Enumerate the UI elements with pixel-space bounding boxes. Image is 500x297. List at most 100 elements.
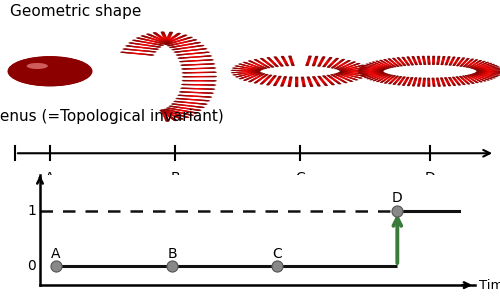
Ellipse shape	[254, 63, 258, 64]
Ellipse shape	[402, 64, 406, 65]
Ellipse shape	[346, 65, 349, 66]
Ellipse shape	[454, 80, 457, 81]
Ellipse shape	[373, 73, 376, 74]
Ellipse shape	[472, 83, 474, 84]
Ellipse shape	[486, 79, 488, 80]
Ellipse shape	[263, 80, 266, 81]
Ellipse shape	[362, 69, 366, 70]
Ellipse shape	[236, 68, 239, 69]
Ellipse shape	[486, 69, 488, 70]
Ellipse shape	[248, 61, 252, 62]
Ellipse shape	[173, 46, 177, 48]
Ellipse shape	[346, 69, 350, 70]
Ellipse shape	[288, 56, 292, 57]
Ellipse shape	[352, 67, 354, 68]
Ellipse shape	[345, 78, 348, 80]
Ellipse shape	[271, 66, 274, 67]
Ellipse shape	[14, 59, 82, 83]
Ellipse shape	[378, 71, 381, 72]
Ellipse shape	[184, 116, 188, 118]
Ellipse shape	[356, 77, 360, 78]
Ellipse shape	[346, 71, 350, 72]
Ellipse shape	[350, 71, 353, 72]
Ellipse shape	[334, 60, 336, 61]
Ellipse shape	[330, 77, 332, 78]
Ellipse shape	[207, 89, 211, 90]
Ellipse shape	[384, 65, 387, 66]
Ellipse shape	[312, 64, 316, 65]
Ellipse shape	[164, 117, 168, 118]
Ellipse shape	[266, 67, 270, 68]
Ellipse shape	[166, 40, 169, 41]
Ellipse shape	[272, 63, 276, 64]
Ellipse shape	[370, 75, 373, 76]
Ellipse shape	[310, 85, 313, 86]
Ellipse shape	[347, 68, 350, 69]
Ellipse shape	[288, 85, 291, 86]
Ellipse shape	[484, 69, 487, 70]
Ellipse shape	[484, 74, 487, 75]
Ellipse shape	[358, 77, 361, 78]
Ellipse shape	[462, 79, 465, 80]
Ellipse shape	[272, 78, 275, 79]
Ellipse shape	[188, 114, 192, 116]
Ellipse shape	[193, 64, 197, 65]
Ellipse shape	[363, 76, 366, 77]
Ellipse shape	[394, 59, 396, 60]
Ellipse shape	[262, 81, 266, 82]
Ellipse shape	[323, 83, 326, 84]
Ellipse shape	[166, 42, 169, 43]
Ellipse shape	[184, 53, 188, 55]
Ellipse shape	[468, 83, 470, 85]
Ellipse shape	[242, 73, 245, 74]
Ellipse shape	[234, 68, 238, 69]
Ellipse shape	[442, 84, 446, 86]
Ellipse shape	[476, 72, 478, 73]
Ellipse shape	[306, 62, 310, 64]
Ellipse shape	[184, 95, 188, 96]
Ellipse shape	[195, 76, 198, 77]
Ellipse shape	[188, 68, 192, 69]
Ellipse shape	[398, 59, 400, 60]
Ellipse shape	[380, 71, 383, 72]
Ellipse shape	[410, 77, 414, 78]
Ellipse shape	[453, 84, 456, 86]
Ellipse shape	[392, 62, 395, 63]
Ellipse shape	[404, 80, 407, 81]
Ellipse shape	[394, 63, 396, 64]
Ellipse shape	[198, 88, 202, 89]
Ellipse shape	[432, 58, 435, 59]
Ellipse shape	[210, 59, 214, 61]
Ellipse shape	[446, 60, 449, 61]
Ellipse shape	[186, 105, 190, 106]
Ellipse shape	[312, 65, 315, 66]
Ellipse shape	[422, 84, 426, 85]
Ellipse shape	[452, 84, 456, 85]
Ellipse shape	[346, 73, 350, 74]
Ellipse shape	[346, 67, 349, 68]
Ellipse shape	[394, 82, 397, 83]
Ellipse shape	[244, 76, 248, 77]
Ellipse shape	[194, 49, 198, 50]
Ellipse shape	[202, 60, 205, 61]
Ellipse shape	[140, 47, 143, 48]
Ellipse shape	[254, 75, 256, 76]
Ellipse shape	[470, 59, 473, 60]
Ellipse shape	[202, 88, 205, 90]
Ellipse shape	[462, 62, 466, 63]
Ellipse shape	[432, 59, 435, 60]
Ellipse shape	[148, 34, 152, 35]
Ellipse shape	[337, 67, 340, 68]
Ellipse shape	[366, 77, 368, 78]
Ellipse shape	[301, 78, 304, 79]
Ellipse shape	[394, 78, 396, 79]
Ellipse shape	[418, 84, 420, 85]
Ellipse shape	[370, 72, 372, 73]
Ellipse shape	[372, 74, 375, 75]
Ellipse shape	[480, 77, 482, 78]
Ellipse shape	[191, 64, 195, 65]
Ellipse shape	[447, 83, 450, 84]
Ellipse shape	[457, 78, 460, 79]
Ellipse shape	[452, 65, 456, 66]
Ellipse shape	[157, 44, 161, 45]
